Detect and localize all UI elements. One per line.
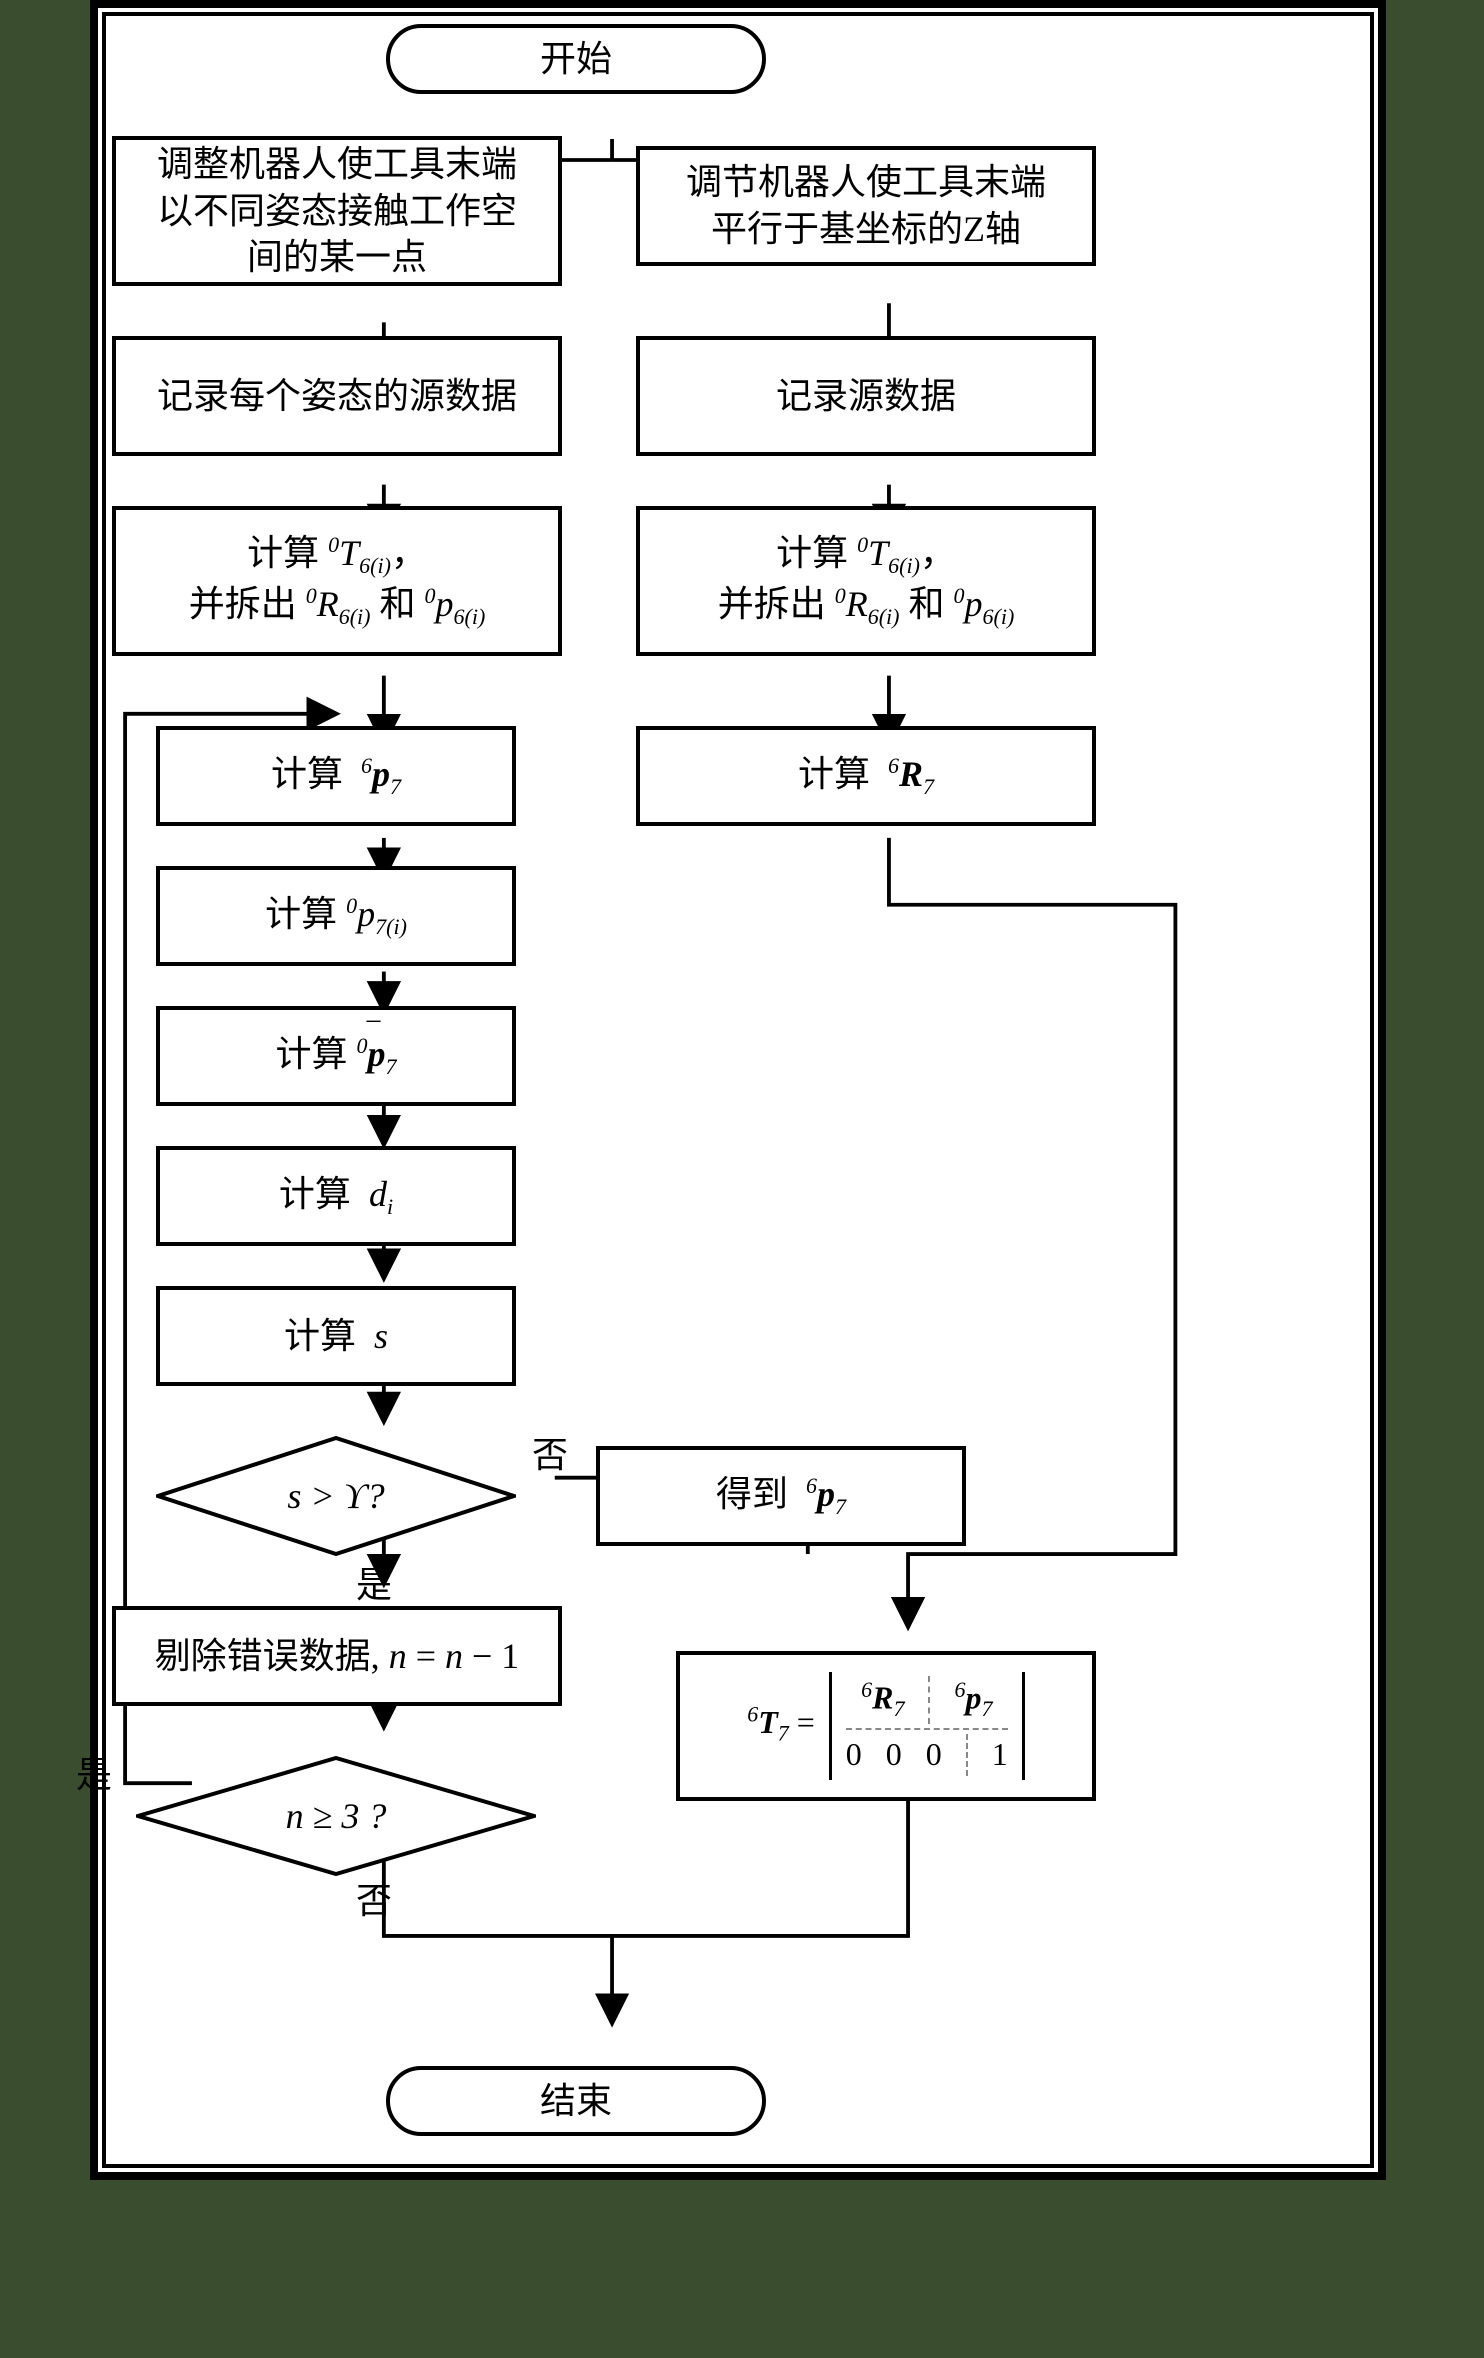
node-l2: 记录每个姿态的源数据 — [112, 336, 562, 456]
node-res-p: 得到 6p7 — [596, 1446, 966, 1546]
node-l9: 剔除错误数据, n = n − 1 — [112, 1606, 562, 1706]
node-dec2: n ≥ 3 ? — [136, 1756, 536, 1876]
dec1-label: s > ϒ? — [287, 1475, 384, 1517]
end-label: 结束 — [540, 2078, 612, 2125]
node-l1: 调整机器人使工具末端以不同姿态接触工作空间的某一点 — [112, 136, 562, 286]
node-l4: 计算 6p7 — [156, 726, 516, 826]
label-dec1-yes: 是 — [356, 1556, 392, 1608]
node-start: 开始 — [386, 24, 766, 94]
r1-label: 调节机器人使工具末端平行于基坐标的Z轴 — [686, 159, 1046, 253]
node-end: 结束 — [386, 2066, 766, 2136]
start-label: 开始 — [540, 36, 612, 83]
node-l3: 计算 0T6(i)， 并拆出 0R6(i) 和 0p6(i) — [112, 506, 562, 656]
node-r4: 计算 6R7 — [636, 726, 1096, 826]
l4-label: 计算 6p7 — [271, 751, 401, 802]
l2-label: 记录每个姿态的源数据 — [157, 373, 517, 420]
page: 开始 调整机器人使工具末端以不同姿态接触工作空间的某一点 记录每个姿态的源数据 … — [0, 0, 1484, 2358]
l5-label: 计算 0p7(i) — [265, 891, 407, 942]
l8-label: 计算 s — [284, 1313, 388, 1360]
l6-label: 计算 0p‾7 — [275, 1031, 396, 1082]
l9-label: 剔除错误数据, n = n − 1 — [155, 1633, 520, 1680]
node-r3: 计算 0T6(i)， 并拆出 0R6(i) 和 0p6(i) — [636, 506, 1096, 656]
r4-label: 计算 6R7 — [798, 751, 934, 802]
node-r1: 调节机器人使工具末端平行于基坐标的Z轴 — [636, 146, 1096, 266]
dec2-label: n ≥ 3 ? — [286, 1795, 387, 1837]
label-dec1-no: 否 — [532, 1426, 568, 1478]
node-l7: 计算 di — [156, 1146, 516, 1246]
node-l5: 计算 0p7(i) — [156, 866, 516, 966]
r3-label: 计算 0T6(i)， 并拆出 0R6(i) 和 0p6(i) — [718, 530, 1015, 632]
l1-label: 调整机器人使工具末端以不同姿态接触工作空间的某一点 — [157, 141, 517, 281]
label-dec2-no: 否 — [356, 1872, 392, 1924]
l7-label: 计算 di — [279, 1171, 393, 1222]
node-res-T: 6T7 = 6R7 6p7 000 1 — [676, 1651, 1096, 1801]
node-l8: 计算 s — [156, 1286, 516, 1386]
l3-label: 计算 0T6(i)， 并拆出 0R6(i) 和 0p6(i) — [189, 530, 486, 632]
node-r2: 记录源数据 — [636, 336, 1096, 456]
res-T-label: 6T7 = 6R7 6p7 000 1 — [747, 1672, 1025, 1779]
r2-label: 记录源数据 — [776, 373, 956, 420]
label-dec2-yes: 是 — [76, 1746, 112, 1798]
node-l6: 计算 0p‾7 — [156, 1006, 516, 1106]
res-p-label: 得到 6p7 — [716, 1471, 846, 1522]
node-dec1: s > ϒ? — [156, 1436, 516, 1556]
flowchart-canvas: 开始 调整机器人使工具末端以不同姿态接触工作空间的某一点 记录每个姿态的源数据 … — [106, 16, 1374, 2164]
